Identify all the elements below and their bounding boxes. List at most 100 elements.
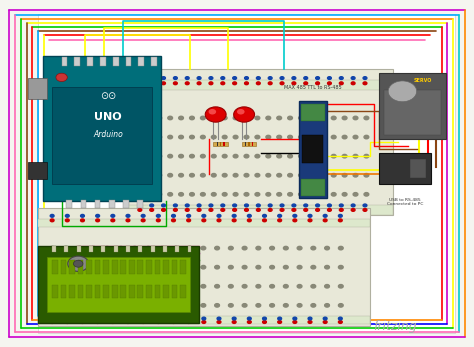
Circle shape — [187, 321, 191, 323]
Circle shape — [342, 116, 347, 120]
Bar — [120, 260, 126, 274]
Circle shape — [172, 317, 175, 320]
Circle shape — [353, 135, 358, 139]
Circle shape — [160, 285, 164, 288]
Circle shape — [338, 246, 343, 250]
Circle shape — [304, 77, 308, 79]
Circle shape — [277, 154, 282, 158]
Circle shape — [328, 77, 331, 79]
Circle shape — [339, 204, 343, 207]
Circle shape — [146, 265, 151, 269]
Bar — [384, 90, 441, 135]
Circle shape — [185, 204, 189, 207]
Bar — [66, 200, 72, 208]
Circle shape — [222, 154, 227, 158]
Text: SERVO: SERVO — [413, 78, 431, 83]
Bar — [78, 260, 83, 274]
Circle shape — [222, 116, 227, 120]
Circle shape — [283, 246, 288, 250]
Bar — [101, 246, 105, 252]
Circle shape — [201, 135, 205, 139]
Circle shape — [280, 77, 284, 79]
Circle shape — [202, 219, 206, 222]
Circle shape — [353, 154, 358, 158]
Bar — [95, 200, 100, 208]
Circle shape — [304, 204, 308, 207]
Bar — [126, 246, 130, 252]
Circle shape — [331, 154, 336, 158]
Circle shape — [201, 246, 206, 250]
Circle shape — [278, 214, 282, 217]
Bar — [137, 200, 143, 208]
Circle shape — [338, 219, 342, 222]
Circle shape — [105, 246, 109, 250]
Circle shape — [270, 304, 274, 307]
Circle shape — [215, 265, 219, 269]
Circle shape — [244, 193, 249, 196]
Circle shape — [338, 304, 343, 307]
Circle shape — [187, 304, 192, 307]
Circle shape — [277, 193, 282, 196]
Circle shape — [245, 209, 248, 211]
Circle shape — [311, 285, 316, 288]
Circle shape — [187, 317, 191, 320]
Circle shape — [388, 81, 417, 102]
Circle shape — [190, 135, 194, 139]
Circle shape — [187, 285, 192, 288]
Bar — [112, 285, 118, 298]
Circle shape — [173, 304, 178, 307]
Circle shape — [77, 265, 82, 269]
Circle shape — [268, 209, 272, 211]
Circle shape — [201, 154, 205, 158]
Bar — [113, 57, 118, 66]
Text: ⊙⊙: ⊙⊙ — [100, 91, 116, 101]
Bar — [379, 73, 446, 139]
Circle shape — [242, 265, 247, 269]
Bar — [138, 246, 142, 252]
Circle shape — [215, 285, 219, 288]
Circle shape — [187, 219, 191, 222]
Circle shape — [209, 109, 216, 115]
Bar — [137, 285, 143, 298]
Circle shape — [190, 116, 194, 120]
Circle shape — [263, 219, 266, 222]
Circle shape — [173, 77, 177, 79]
Circle shape — [288, 135, 292, 139]
Bar — [126, 57, 131, 66]
Circle shape — [135, 135, 140, 139]
Bar — [52, 87, 152, 184]
Circle shape — [280, 204, 284, 207]
Circle shape — [209, 209, 213, 211]
Bar — [245, 142, 246, 146]
Circle shape — [185, 77, 189, 79]
Bar — [69, 260, 75, 274]
Circle shape — [331, 174, 336, 177]
Circle shape — [135, 116, 140, 120]
Circle shape — [338, 321, 342, 323]
Circle shape — [201, 193, 205, 196]
Circle shape — [242, 285, 247, 288]
Bar — [299, 101, 327, 198]
Circle shape — [187, 214, 191, 217]
Circle shape — [310, 154, 314, 158]
Bar — [109, 200, 115, 208]
Circle shape — [338, 317, 342, 320]
Circle shape — [221, 77, 225, 79]
Bar — [180, 260, 186, 274]
Circle shape — [77, 246, 82, 250]
Circle shape — [245, 204, 248, 207]
Circle shape — [173, 209, 177, 211]
Bar — [28, 162, 47, 179]
Bar — [146, 285, 152, 298]
Circle shape — [111, 317, 115, 320]
Circle shape — [293, 219, 297, 222]
Bar — [69, 285, 75, 298]
Circle shape — [228, 246, 233, 250]
Bar — [38, 316, 370, 324]
Circle shape — [233, 154, 238, 158]
Bar — [47, 257, 190, 312]
Circle shape — [173, 285, 178, 288]
Circle shape — [197, 77, 201, 79]
Circle shape — [323, 317, 327, 320]
Circle shape — [338, 214, 342, 217]
